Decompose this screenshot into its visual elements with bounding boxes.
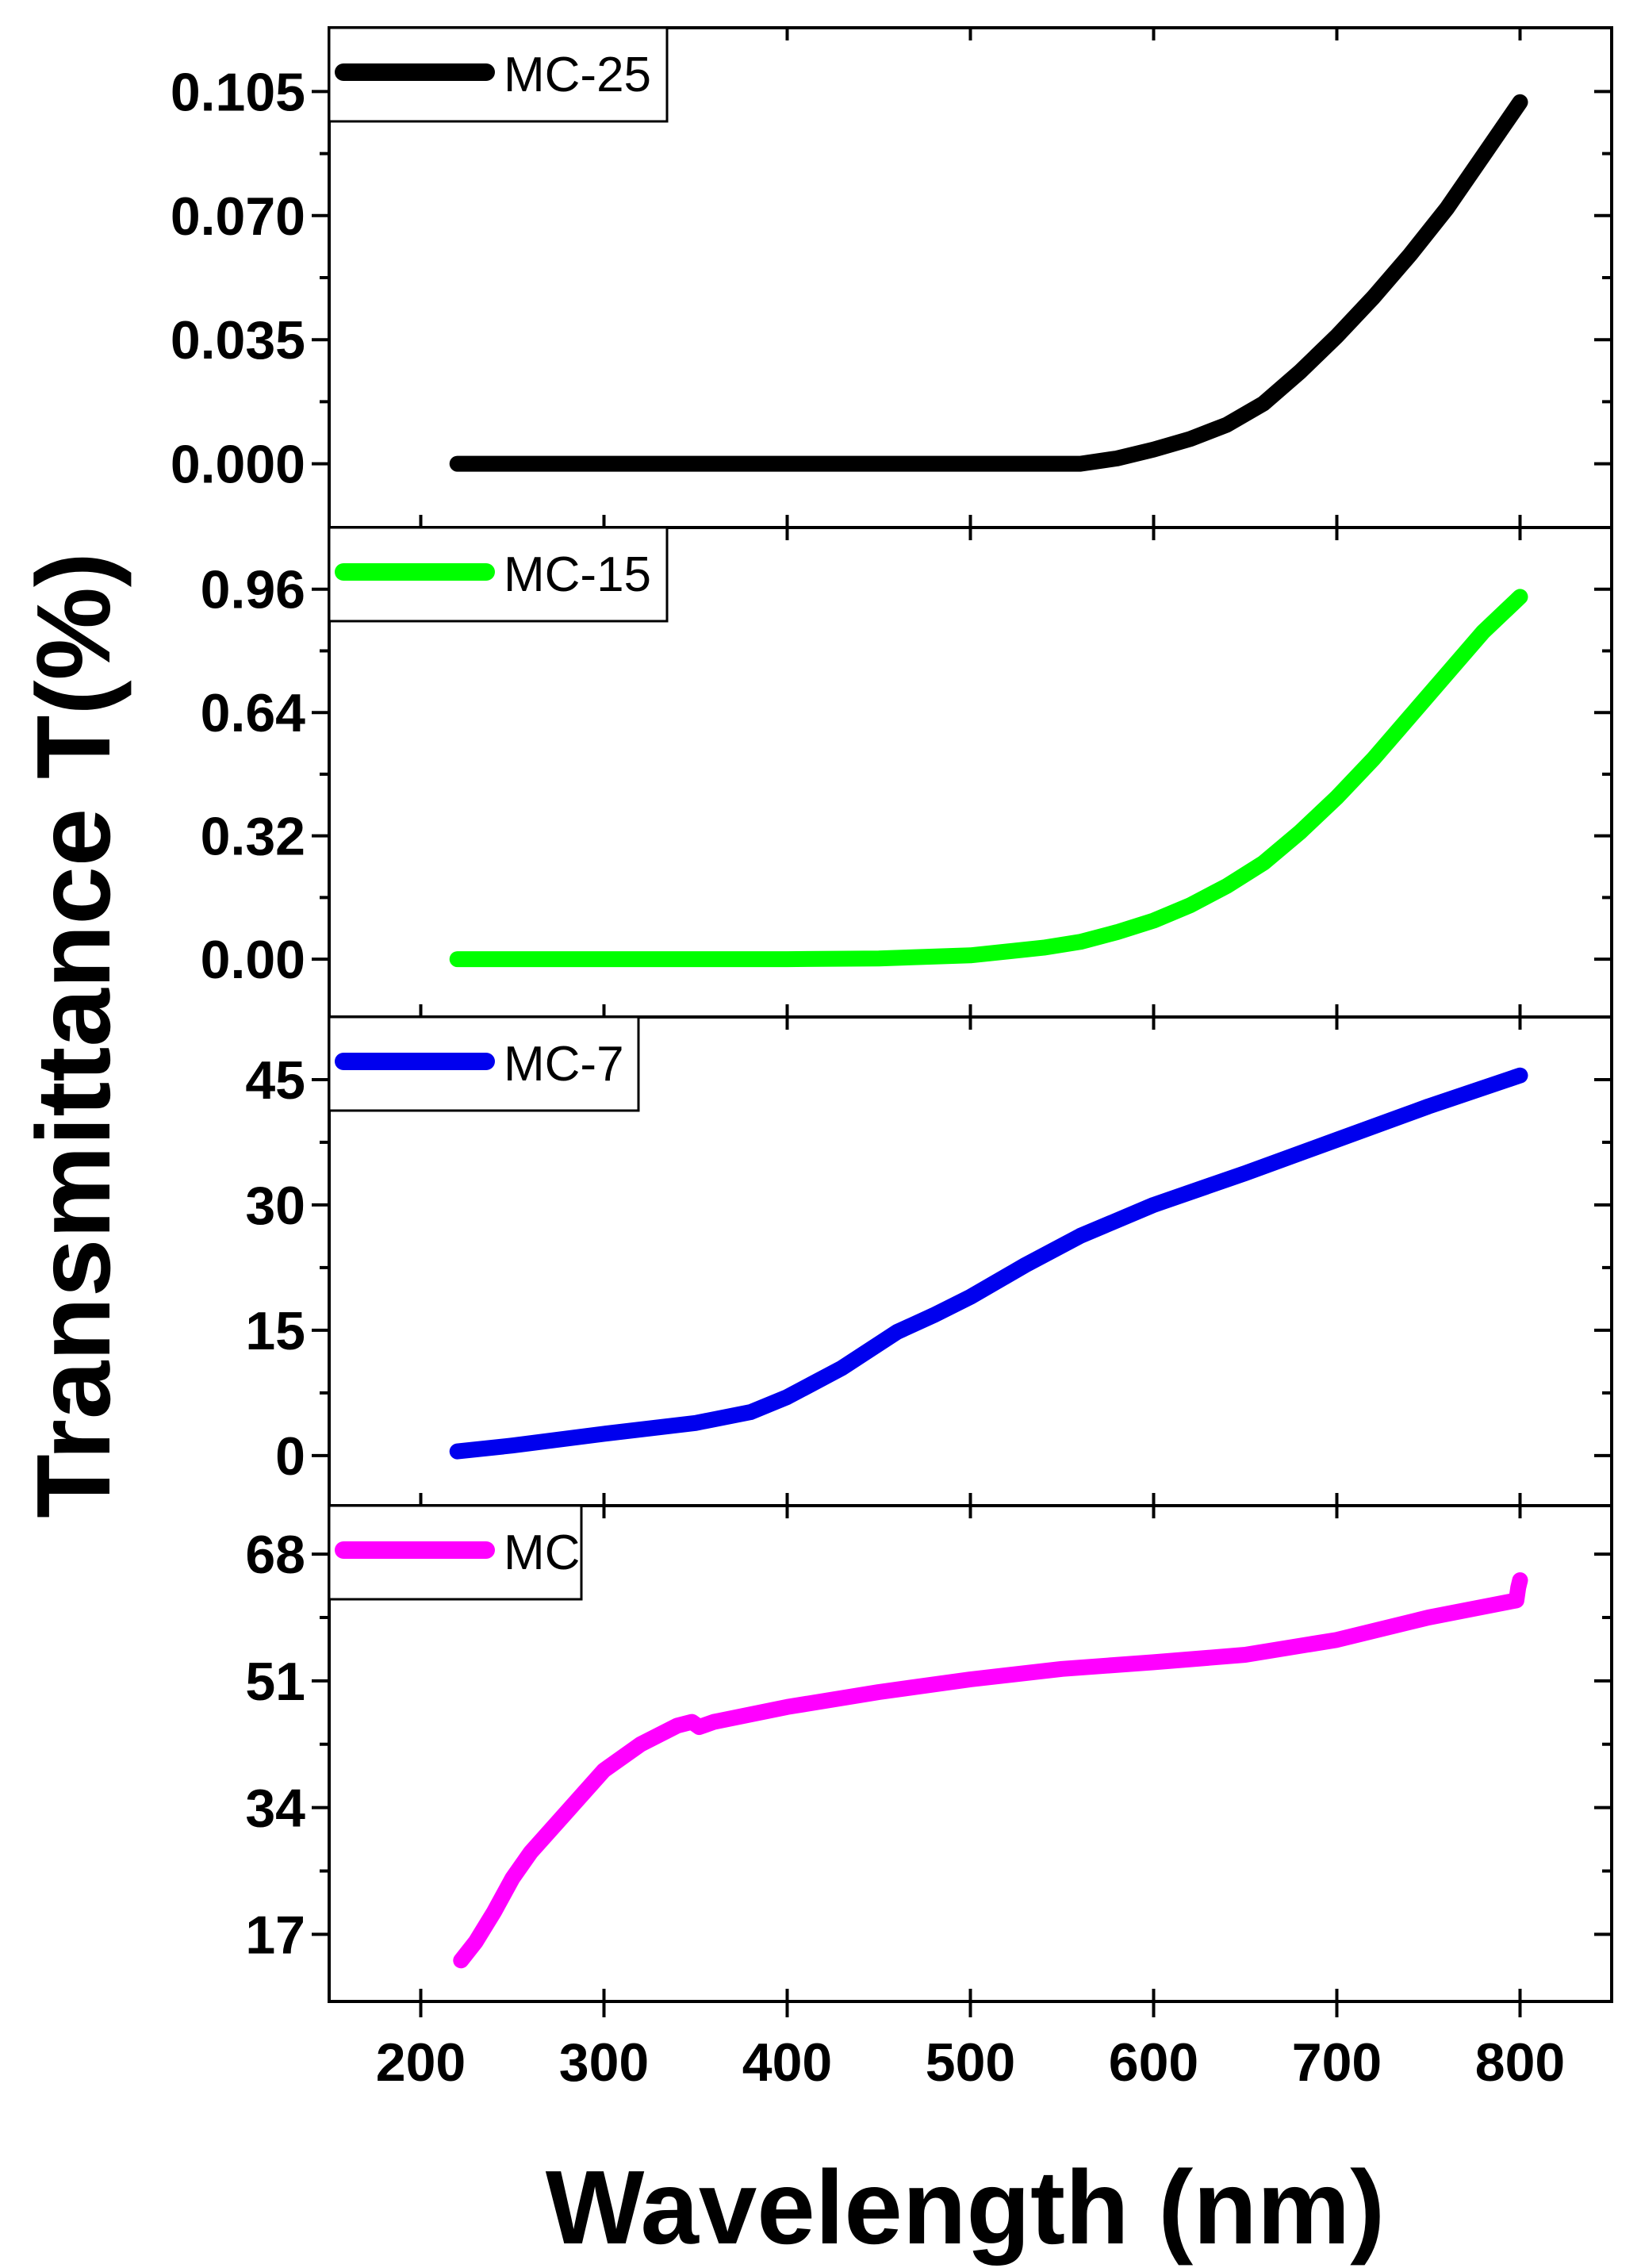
y-tick-label: 0 [275,1426,305,1487]
y-tick-label: 0.64 [201,683,306,743]
legend-mc-25: MC-25 [328,26,669,123]
legend-mc: MC [328,1504,583,1601]
panel-mc: 17 34 51 68 MC [245,1504,1613,2003]
panel-mc-7: 0 15 30 45 MC-7 [245,1015,1613,1507]
x-tick-label: 300 [559,2032,649,2093]
x-tick-label: 700 [1292,2032,1382,2093]
y-tick-label: 51 [245,1652,305,1712]
x-tick-label: 200 [376,2032,466,2093]
y-tick-label: 0.105 [171,62,305,122]
x-axis: 200 300 400 500 600 700 800 [376,2001,1565,2093]
series-line-mc-15 [449,589,1528,968]
panel-mc-15: 0.00 0.32 0.64 0.96 MC-15 [201,526,1613,1019]
x-tick-label: 400 [742,2032,832,2093]
legend-label: MC [504,1525,580,1580]
y-tick-label: 68 [245,1525,305,1585]
series-line-mc [453,1572,1528,1969]
panels-layer: 0.000 0.035 0.070 0.105 MC-25 0.00 0.32 0.64 0.9… [171,26,1613,2003]
y-tick-label: 0.035 [171,310,305,370]
x-tick-label: 800 [1475,2032,1565,2093]
y-tick-label: 30 [245,1176,305,1236]
legend-label: MC-15 [504,547,651,602]
y-axis-title: Transmittance T(%) [15,552,132,1518]
legend-mc-7: MC-7 [328,1015,640,1112]
y-tick-label: 17 [245,1905,305,1965]
panel-mc-25: 0.000 0.035 0.070 0.105 MC-25 [171,26,1613,529]
y-tick-label: 45 [245,1050,305,1111]
y-tick-label: 0.32 [201,807,305,867]
x-axis-title: Wavelength (nm) [546,2149,1385,2266]
legend-label: MC-25 [504,48,651,102]
legend-mc-15: MC-15 [328,526,669,623]
series-line-mc-7 [449,1067,1528,1460]
series-line-mc-25 [449,94,1528,472]
y-tick-label: 0.00 [201,930,305,990]
y-tick-label: 15 [245,1301,305,1361]
y-tick-label: 0.000 [171,435,305,495]
y-tick-label: 0.070 [171,186,305,247]
x-tick-label: 500 [926,2032,1015,2093]
legend-label: MC-7 [504,1037,624,1092]
y-tick-label: 0.96 [201,560,305,620]
x-tick-label: 600 [1109,2032,1198,2093]
y-tick-label: 34 [245,1779,305,1839]
